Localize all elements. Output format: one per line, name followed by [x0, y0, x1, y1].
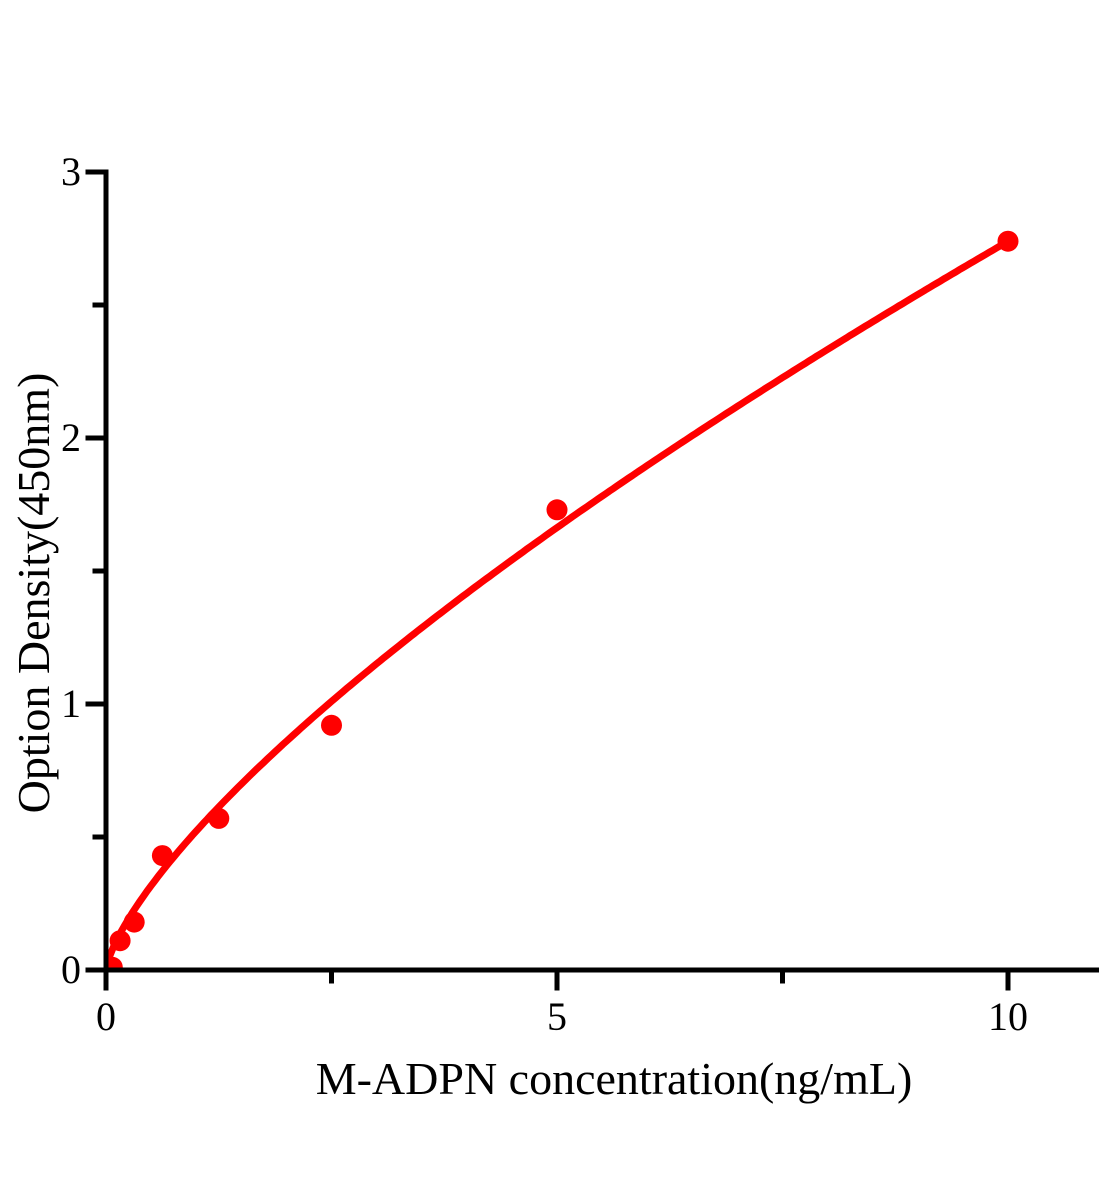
- fit-curve: [106, 237, 1012, 970]
- x-tick-label: 5: [547, 994, 567, 1039]
- data-point: [151, 845, 173, 867]
- x-tick-label: 0: [96, 994, 116, 1039]
- data-layer: [106, 230, 1019, 970]
- y-tick-label: 3: [61, 149, 81, 194]
- x-tick-label: 10: [988, 994, 1028, 1039]
- y-tick-label: 0: [61, 947, 81, 992]
- data-point: [997, 230, 1019, 252]
- data-point: [321, 714, 342, 736]
- data-point: [546, 499, 568, 521]
- y-tick-label: 1: [61, 681, 81, 726]
- axes: [85, 169, 1099, 991]
- data-point: [208, 807, 230, 829]
- x-axis-title: M-ADPN concentration(ng/mL): [315, 1053, 913, 1104]
- data-point: [109, 930, 131, 952]
- data-point: [123, 911, 145, 933]
- data-point: [106, 956, 123, 970]
- y-tick-label: 2: [61, 415, 81, 460]
